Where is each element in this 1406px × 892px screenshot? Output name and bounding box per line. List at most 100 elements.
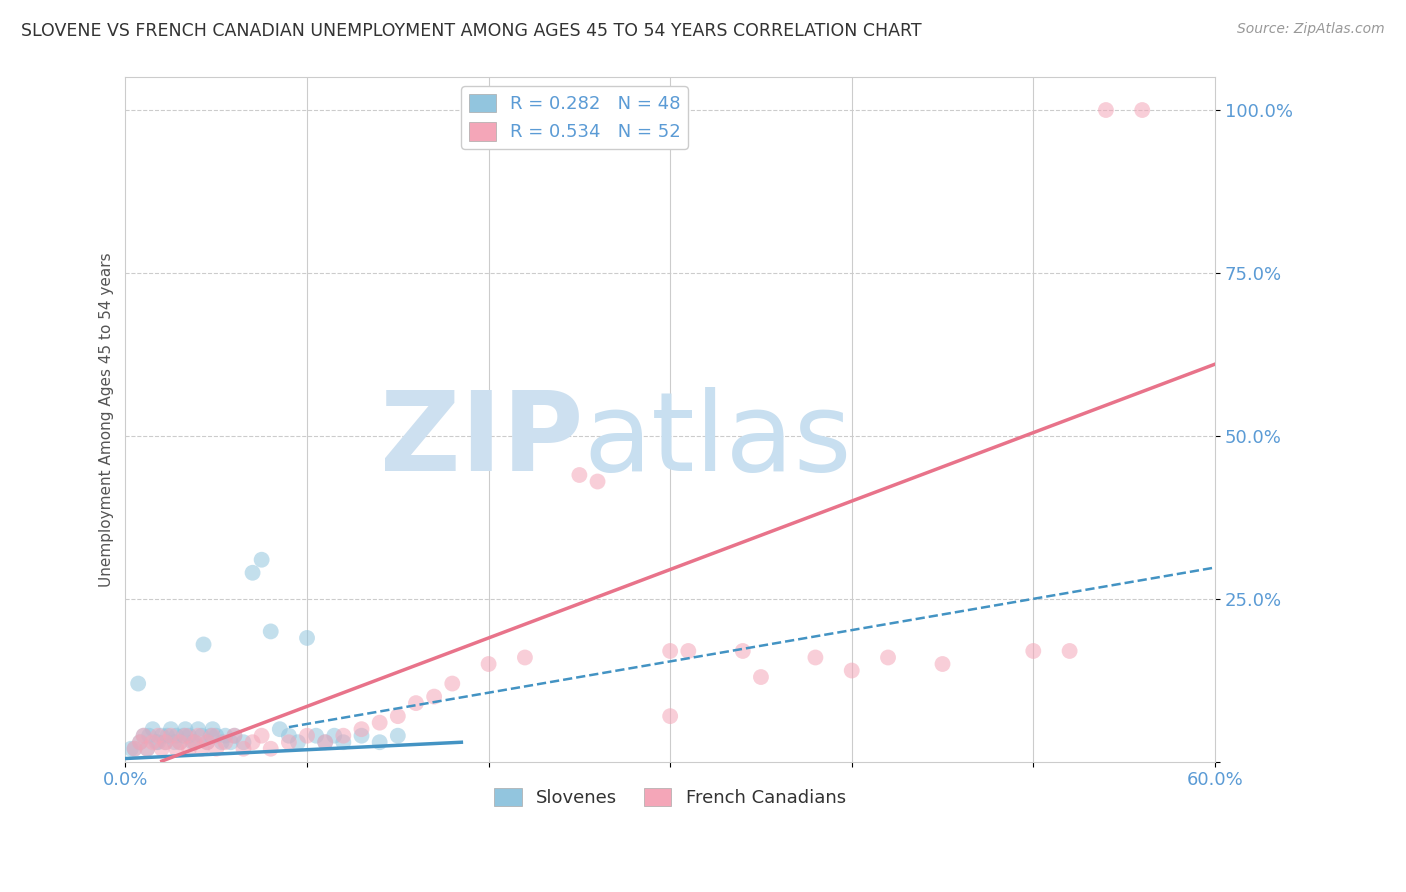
Point [129,735,152,749]
Point [177,741,200,756]
Point [242,735,264,749]
Point [150,741,173,756]
Point [201,729,224,743]
Point [183,735,205,749]
Point [187,722,209,736]
Point [169,735,191,749]
Point [277,729,299,743]
Point [165,729,187,743]
Point [1095,103,1118,117]
Point [250,729,273,743]
Point [187,729,209,743]
Point [568,468,591,483]
Point [205,741,228,756]
Point [877,650,900,665]
Point [260,624,283,639]
Point [1059,644,1081,658]
Text: SLOVENE VS FRENCH CANADIAN UNEMPLOYMENT AMONG AGES 45 TO 54 YEARS CORRELATION CH: SLOVENE VS FRENCH CANADIAN UNEMPLOYMENT … [21,22,922,40]
Point [305,729,328,743]
Text: ZIP: ZIP [380,386,583,493]
Point [173,729,195,743]
Point [155,735,177,749]
Point [250,553,273,567]
Point [201,722,224,736]
Point [295,631,318,645]
Point [195,735,218,749]
Point [242,566,264,580]
Point [731,644,754,658]
Point [177,729,200,743]
Point [193,637,215,651]
Point [156,729,179,743]
Point [659,709,682,723]
Point [132,729,155,743]
Point [150,729,173,743]
Point [174,729,197,743]
Point [232,741,254,756]
Point [1130,103,1153,117]
Point [214,729,236,743]
Point [138,729,160,743]
Point [804,650,827,665]
Point [155,735,177,749]
Point [224,729,246,743]
Point [132,729,155,743]
Point [129,735,152,749]
Point [195,735,218,749]
Point [124,741,146,756]
Point [146,735,169,749]
Point [163,735,186,749]
Point [219,735,242,749]
Point [405,696,427,710]
Point [211,735,233,749]
Point [205,729,228,743]
Legend: Slovenes, French Canadians: Slovenes, French Canadians [488,780,853,814]
Point [1022,644,1045,658]
Point [314,735,336,749]
Point [174,722,197,736]
Text: Source: ZipAtlas.com: Source: ZipAtlas.com [1237,22,1385,37]
Point [190,741,212,756]
Point [287,735,309,749]
Point [165,741,187,756]
Point [387,729,409,743]
Point [332,729,354,743]
Point [323,729,346,743]
Point [136,741,159,756]
Point [124,741,146,756]
Point [387,709,409,723]
Point [586,475,609,489]
Point [368,735,391,749]
Point [269,722,291,736]
Point [169,735,191,749]
Point [160,722,183,736]
Point [350,729,373,743]
Point [200,729,222,743]
Point [295,729,318,743]
Point [478,657,501,671]
Point [181,735,204,749]
Point [513,650,536,665]
Point [142,735,165,749]
Point [120,741,142,756]
Point [145,735,167,749]
Point [332,735,354,749]
Point [214,735,236,749]
Point [146,729,169,743]
Point [160,729,183,743]
Point [183,735,205,749]
Y-axis label: Unemployment Among Ages 45 to 54 years: Unemployment Among Ages 45 to 54 years [100,252,114,587]
Point [350,722,373,736]
Point [190,729,212,743]
Point [931,657,953,671]
Point [368,715,391,730]
Point [423,690,446,704]
Point [232,735,254,749]
Point [314,735,336,749]
Point [441,676,464,690]
Point [224,729,246,743]
Point [136,741,159,756]
Point [142,722,165,736]
Point [127,676,149,690]
Point [749,670,772,684]
